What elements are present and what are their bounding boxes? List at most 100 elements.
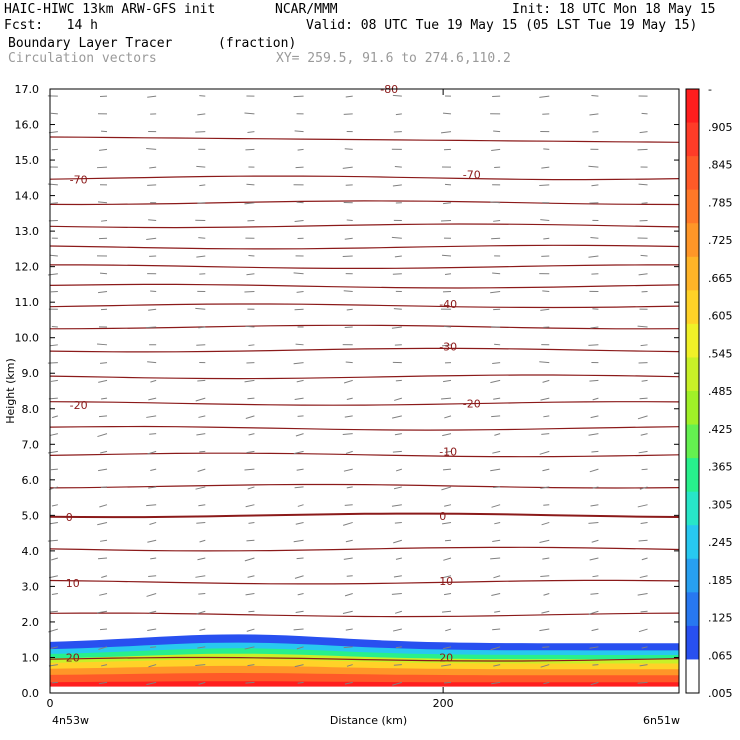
header-line4-left: Circulation vectors bbox=[8, 51, 157, 66]
circulation-vector bbox=[490, 468, 501, 472]
temperature-contour bbox=[49, 175, 680, 181]
contour-label: -40 bbox=[439, 298, 457, 311]
circulation-vector bbox=[392, 184, 402, 187]
circulation-vector bbox=[51, 326, 58, 328]
colorbar-swatch bbox=[686, 525, 699, 560]
circulation-vector bbox=[294, 397, 304, 401]
x-left-endpoint-label: 4n53w bbox=[52, 714, 89, 727]
circulation-vector bbox=[441, 254, 452, 257]
colorbar-label: .185 bbox=[708, 574, 733, 587]
colorbar-label: .425 bbox=[708, 423, 733, 436]
circulation-vector bbox=[247, 397, 255, 400]
circulation-vector bbox=[493, 664, 501, 667]
circulation-vector bbox=[197, 557, 206, 561]
contour-label: -30 bbox=[439, 341, 457, 354]
circulation-vector bbox=[247, 131, 255, 133]
circulation-vector bbox=[541, 433, 550, 435]
circulation-vector bbox=[197, 379, 206, 382]
circulation-vector bbox=[395, 379, 402, 382]
circulation-vector bbox=[297, 681, 304, 684]
circulation-vectors bbox=[47, 94, 648, 686]
circulation-vector bbox=[345, 539, 353, 543]
circulation-vector bbox=[297, 148, 304, 151]
y-tick-label: 7.0 bbox=[22, 438, 40, 451]
circulation-vector bbox=[196, 165, 206, 168]
circulation-vector bbox=[639, 664, 648, 667]
y-tick-label: 1.0 bbox=[22, 651, 40, 664]
circulation-vector bbox=[542, 557, 550, 560]
circulation-vector bbox=[344, 415, 353, 418]
colorbar-label: - bbox=[708, 83, 712, 96]
header-line2-right: Valid: 08 UTC Tue 19 May 15 (05 LST Tue … bbox=[306, 18, 698, 33]
circulation-vector bbox=[494, 343, 501, 346]
circulation-vector bbox=[540, 308, 550, 311]
circulation-vector bbox=[244, 112, 255, 115]
circulation-vector bbox=[490, 201, 501, 204]
header-line1-left: HAIC-HIWC 13km ARW-GFS init bbox=[4, 2, 216, 17]
circulation-vector bbox=[641, 112, 648, 115]
circulation-vector bbox=[445, 628, 452, 632]
circulation-vector bbox=[442, 521, 452, 525]
circulation-vector bbox=[296, 291, 304, 293]
circulation-vector bbox=[591, 628, 599, 632]
circulation-vector bbox=[196, 255, 206, 258]
circulation-vector bbox=[150, 557, 157, 560]
circulation-vector bbox=[150, 290, 157, 293]
circulation-vector bbox=[395, 113, 402, 116]
circulation-vector bbox=[640, 344, 648, 347]
temperature-contour bbox=[49, 244, 680, 250]
circulation-vector bbox=[247, 575, 255, 578]
temperature-contour bbox=[49, 612, 680, 618]
circulation-vector bbox=[342, 521, 353, 526]
circulation-vector bbox=[294, 130, 304, 133]
circulation-vector bbox=[245, 415, 255, 419]
circulation-vector bbox=[100, 130, 108, 133]
circulation-vector bbox=[146, 681, 157, 686]
circulation-vector bbox=[493, 219, 501, 222]
circulation-vector bbox=[542, 468, 550, 472]
circulation-vector bbox=[199, 539, 206, 543]
circulation-vector bbox=[100, 486, 108, 488]
circulation-vector bbox=[639, 131, 648, 134]
circulation-vector bbox=[97, 201, 108, 204]
colorbar-swatch bbox=[686, 189, 699, 224]
temperature-contour bbox=[50, 264, 679, 269]
circulation-vector bbox=[344, 148, 353, 150]
circulation-vector bbox=[245, 593, 255, 596]
colorbar-swatch bbox=[686, 223, 699, 258]
colorbar-swatch bbox=[686, 290, 699, 325]
circulation-vector bbox=[591, 94, 599, 97]
temperature-contour bbox=[49, 374, 680, 380]
circulation-vector bbox=[293, 362, 304, 365]
circulation-vector bbox=[637, 148, 648, 151]
circulation-vector bbox=[49, 521, 58, 525]
circulation-vector bbox=[637, 504, 648, 508]
circulation-vector bbox=[541, 166, 550, 169]
circulation-vector bbox=[637, 415, 648, 420]
contour-label: 10 bbox=[439, 575, 453, 588]
temperature-contours bbox=[49, 136, 680, 662]
circulation-vector bbox=[98, 415, 108, 418]
circulation-vector bbox=[590, 326, 599, 329]
circulation-vector bbox=[588, 610, 599, 615]
circulation-vector bbox=[443, 646, 452, 650]
circulation-vector bbox=[98, 379, 108, 383]
circulation-vector bbox=[195, 397, 206, 402]
circulation-vector bbox=[442, 202, 452, 205]
circulation-vector bbox=[248, 254, 255, 257]
circulation-vector bbox=[543, 681, 550, 685]
circulation-vector bbox=[393, 664, 402, 666]
circulation-vector bbox=[392, 94, 402, 97]
circulation-vector bbox=[441, 664, 452, 667]
circulation-vector bbox=[293, 539, 304, 543]
circulation-vector bbox=[342, 255, 353, 258]
circulation-vector bbox=[346, 486, 353, 489]
temperature-contour bbox=[49, 579, 680, 585]
circulation-vector bbox=[344, 237, 353, 240]
circulation-vector bbox=[589, 468, 599, 473]
colorbar-swatch bbox=[686, 256, 699, 291]
circulation-vector bbox=[296, 201, 304, 204]
circulation-vector bbox=[294, 664, 304, 668]
circulation-vector bbox=[295, 433, 304, 437]
